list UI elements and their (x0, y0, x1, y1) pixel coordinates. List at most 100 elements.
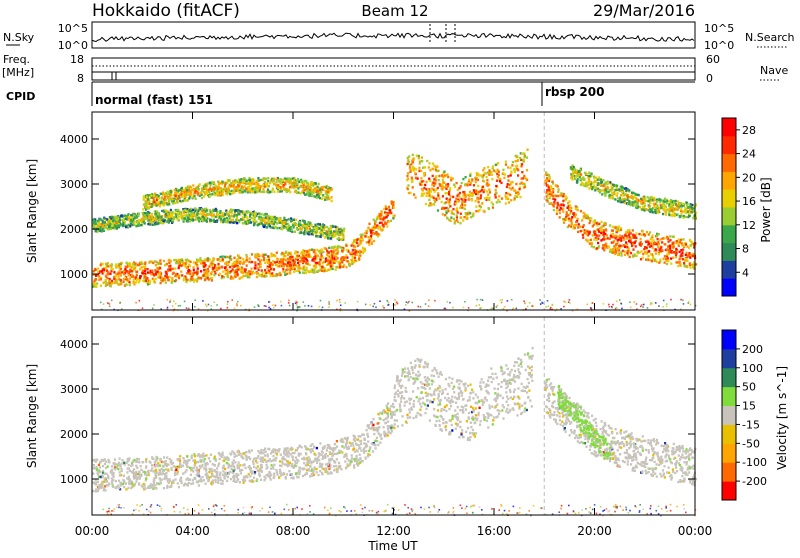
data-cell (423, 187, 425, 189)
data-cell (659, 201, 661, 203)
data-cell (272, 189, 274, 191)
data-cell (236, 222, 238, 224)
data-cell (519, 188, 521, 190)
data-cell (97, 267, 99, 269)
data-cell (321, 270, 323, 272)
data-cell (470, 182, 472, 184)
data-cell (373, 228, 375, 230)
data-cell (239, 179, 241, 181)
data-cell (617, 247, 619, 249)
data-cell (630, 252, 632, 254)
data-cell (356, 239, 358, 241)
data-cell (195, 216, 197, 218)
data-cell (468, 178, 470, 180)
data-cell (690, 206, 692, 208)
data-cell (169, 276, 171, 278)
data-cell (246, 180, 248, 182)
data-cell (443, 182, 445, 184)
data-cell (268, 215, 270, 217)
data-cell (658, 248, 660, 250)
data-cell (144, 266, 146, 268)
data-cell (609, 224, 611, 226)
data-cell (146, 196, 148, 198)
data-cell (292, 224, 294, 226)
data-cell (185, 214, 187, 216)
data-cell (605, 189, 607, 191)
data-cell (311, 224, 313, 226)
data-cell (457, 200, 459, 202)
data-cell (126, 278, 128, 280)
data-cell (435, 175, 437, 177)
data-cell (421, 160, 423, 162)
data-cell (275, 217, 277, 219)
data-cell (498, 195, 500, 197)
data-cell (373, 219, 375, 221)
data-cell (433, 197, 435, 199)
data-cell (472, 215, 474, 217)
data-cell (473, 184, 475, 186)
data-cell (286, 180, 288, 182)
data-cell (645, 253, 647, 255)
data-cell (678, 258, 680, 260)
data-cell (187, 199, 189, 201)
data-cell (202, 220, 204, 222)
data-cell (685, 216, 687, 218)
nsky-tick-bottom: 10^0 (58, 39, 88, 52)
data-cell (670, 199, 672, 201)
data-cell (241, 191, 243, 193)
data-cell (222, 255, 224, 257)
data-cell (488, 197, 490, 199)
data-cell (276, 258, 278, 260)
data-cell (325, 190, 327, 192)
data-cell (575, 221, 577, 223)
data-cell (121, 271, 123, 273)
data-cell (209, 209, 211, 211)
data-cell (118, 224, 120, 226)
data-cell (234, 209, 236, 211)
data-cell (165, 271, 167, 273)
data-cell (360, 234, 362, 236)
data-cell (195, 198, 197, 200)
data-cell (617, 197, 619, 199)
data-cell (584, 213, 586, 215)
data-cell (475, 190, 477, 192)
data-cell (157, 276, 159, 278)
data-cell (506, 186, 508, 188)
data-cell (175, 273, 177, 275)
data-cell (331, 247, 333, 249)
data-cell (215, 208, 217, 210)
data-cell (685, 252, 687, 254)
data-cell (168, 262, 170, 264)
data-cell (98, 223, 100, 225)
data-cell (328, 247, 330, 249)
data-cell (495, 185, 497, 187)
data-cell (425, 203, 427, 205)
data-cell (105, 281, 107, 283)
data-cell (306, 260, 308, 262)
data-cell (131, 220, 133, 222)
data-cell (254, 187, 256, 189)
data-cell (593, 238, 595, 240)
data-cell (196, 278, 198, 280)
data-cell (272, 226, 274, 228)
data-cell (281, 258, 283, 260)
data-cell (514, 197, 516, 199)
data-cell (204, 262, 206, 264)
data-cell (181, 217, 183, 219)
data-cell (386, 216, 388, 218)
data-cell (567, 202, 569, 204)
data-cell (354, 257, 356, 259)
data-cell (228, 179, 230, 181)
data-cell (261, 275, 263, 277)
data-cell (499, 180, 501, 182)
data-cell (413, 193, 415, 195)
data-cell (441, 201, 443, 203)
data-cell (572, 178, 574, 180)
data-cell (289, 252, 291, 254)
data-cell (484, 197, 486, 199)
data-cell (612, 241, 614, 243)
data-cell (292, 262, 294, 264)
data-cell (247, 182, 249, 184)
data-cell (597, 228, 599, 230)
data-cell (362, 252, 364, 254)
